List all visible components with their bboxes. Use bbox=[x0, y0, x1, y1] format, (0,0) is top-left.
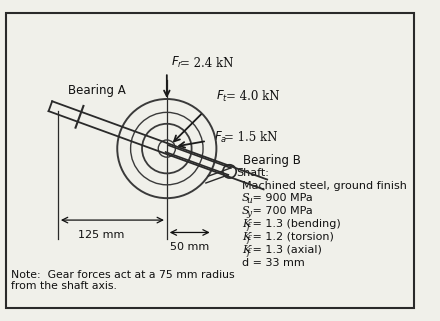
Text: f: f bbox=[246, 248, 249, 257]
Text: f: f bbox=[246, 235, 249, 244]
Text: 125 mm: 125 mm bbox=[78, 230, 124, 239]
Text: Machined steel, ground finish: Machined steel, ground finish bbox=[242, 180, 407, 191]
Text: = 4.0 kN: = 4.0 kN bbox=[226, 90, 279, 103]
Text: $F_a$: $F_a$ bbox=[214, 130, 228, 145]
Text: = 1.3 (bending): = 1.3 (bending) bbox=[249, 219, 341, 229]
Text: Bearing A: Bearing A bbox=[67, 84, 125, 97]
Text: Note:  Gear forces act at a 75 mm radius
from the shaft axis.: Note: Gear forces act at a 75 mm radius … bbox=[11, 270, 235, 291]
Text: Shaft:: Shaft: bbox=[236, 168, 269, 178]
Text: = 1.5 kN: = 1.5 kN bbox=[224, 131, 277, 143]
Text: y: y bbox=[246, 209, 251, 218]
Text: = 900 MPa: = 900 MPa bbox=[249, 193, 313, 204]
Text: = 2.4 kN: = 2.4 kN bbox=[180, 57, 234, 70]
Text: 50 mm: 50 mm bbox=[170, 242, 209, 252]
Text: u: u bbox=[246, 196, 252, 205]
Text: S: S bbox=[242, 206, 250, 216]
Text: f: f bbox=[246, 222, 249, 231]
Text: = 1.2 (torsion): = 1.2 (torsion) bbox=[249, 232, 334, 242]
Text: K: K bbox=[242, 219, 250, 229]
Text: S: S bbox=[242, 193, 250, 204]
Text: $F_r$: $F_r$ bbox=[171, 55, 183, 70]
Text: = 1.3 (axial): = 1.3 (axial) bbox=[249, 245, 322, 255]
Text: = 700 MPa: = 700 MPa bbox=[249, 206, 313, 216]
Text: d = 33 mm: d = 33 mm bbox=[242, 258, 305, 268]
Text: Bearing B: Bearing B bbox=[243, 154, 301, 167]
Text: $F_t$: $F_t$ bbox=[216, 89, 229, 104]
Text: K: K bbox=[242, 232, 250, 242]
Text: K: K bbox=[242, 245, 250, 255]
